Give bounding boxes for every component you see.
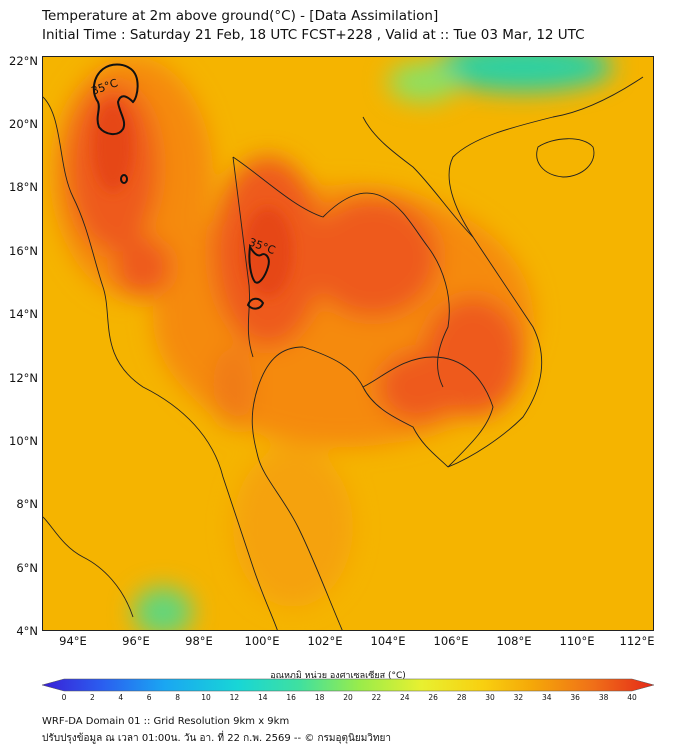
border-thai-myanmar: [232, 156, 254, 358]
warm-zone-peninsula: [233, 447, 353, 607]
lon-label-102e: 102°E: [307, 634, 343, 648]
sumatra-coast: [43, 516, 134, 618]
colorbar-tick-label: 12: [229, 693, 240, 702]
colorbar-tick-label: 10: [201, 693, 211, 702]
hot-zone-isan: [308, 197, 438, 317]
lat-label-14n: 14°N: [9, 307, 38, 321]
border-thai-laos: [232, 156, 450, 388]
colorbar-tick-label: 14: [258, 693, 268, 702]
colorbar-tick-label: 18: [314, 693, 325, 702]
coastline-west: [43, 96, 278, 630]
lat-label-8n: 8°N: [16, 497, 38, 511]
very-hot-zone-thailand: [243, 207, 293, 297]
cool-zone-sumatra: [133, 587, 193, 630]
colorbar-label: อุณหภูมิ หน่วย องศาเซลเซียส (°C): [270, 671, 406, 681]
lat-label-6n: 6°N: [16, 561, 38, 575]
cool-zone-china: [433, 57, 613, 92]
chart-title: Temperature at 2m above ground(°C) - [Da…: [42, 8, 439, 24]
country-borders: [43, 76, 644, 630]
colorbar-tick-label: 4: [118, 693, 124, 702]
colorbar-tick-label: 40: [627, 693, 637, 702]
colorbar-tick-label: 26: [428, 693, 438, 702]
gulf-coast: [302, 346, 449, 468]
lon-label-98e: 98°E: [185, 634, 213, 648]
colorbar-tick-label: 36: [570, 693, 580, 702]
border-cambodia: [362, 356, 494, 468]
cool-zone-laos-north: [388, 62, 458, 102]
very-hot-zone-myanmar: [93, 102, 133, 192]
lat-label-22n: 22°N: [9, 54, 38, 68]
colorbar-tick-label: 2: [90, 693, 95, 702]
hot-zone-cambodia-west: [378, 352, 458, 422]
lat-label-12n: 12°N: [9, 371, 38, 385]
colorbar-gradient: [42, 678, 654, 692]
footer-update-info: ปรับปรุงข้อมูล ณ เวลา 01:00น. วัน อา. ที…: [42, 733, 391, 744]
colorbar-tick-label: 22: [371, 693, 382, 702]
lon-label-108e: 108°E: [496, 634, 532, 648]
lat-label-16n: 16°N: [9, 244, 38, 258]
lon-label-104e: 104°E: [370, 634, 406, 648]
contour-myanmar-small: [120, 174, 128, 184]
lon-label-110e: 110°E: [559, 634, 595, 648]
colorbar-tick-label: 38: [598, 693, 609, 702]
contour-thailand-small: [246, 297, 265, 310]
lon-label-100e: 100°E: [244, 634, 280, 648]
footer-domain-info: WRF-DA Domain 01 :: Grid Resolution 9km …: [42, 716, 290, 727]
colorbar-tick-label: 32: [513, 693, 524, 702]
peninsula-east: [251, 346, 343, 630]
lat-label-20n: 20°N: [9, 117, 38, 131]
temperature-map: 35°C 35°C: [42, 56, 654, 631]
lat-label-4n: 4°N: [16, 624, 38, 638]
lat-label-18n: 18°N: [9, 180, 38, 194]
colorbar: [42, 678, 654, 692]
contour-35c: [92, 63, 270, 310]
lon-label-106e: 106°E: [433, 634, 469, 648]
border-laos-vietnam: [362, 116, 474, 238]
contour-myanmar: [92, 63, 139, 135]
contour-thailand: [248, 244, 270, 284]
hainan-island: [536, 138, 595, 178]
colorbar-tick-label: 24: [400, 693, 410, 702]
lon-label-94e: 94°E: [59, 634, 87, 648]
colorbar-tick-label: 28: [456, 693, 467, 702]
colorbar-tick-label: 30: [485, 693, 495, 702]
colorbar-tick-label: 34: [542, 693, 552, 702]
colorbar-tick-label: 8: [175, 693, 180, 702]
lon-label-112e: 112°E: [619, 634, 655, 648]
colorbar-tick-label: 16: [286, 693, 296, 702]
chart-subtitle: Initial Time : Saturday 21 Feb, 18 UTC F…: [42, 27, 585, 43]
hot-zone-myanmar-south: [115, 237, 171, 297]
colorbar-tick-label: 0: [61, 693, 67, 702]
lat-label-10n: 10°N: [9, 434, 38, 448]
colorbar-tick-label: 20: [343, 693, 353, 702]
colorbar-tick-label: 6: [146, 693, 152, 702]
warm-zone-tenasserim: [213, 347, 253, 427]
lon-label-96e: 96°E: [122, 634, 150, 648]
